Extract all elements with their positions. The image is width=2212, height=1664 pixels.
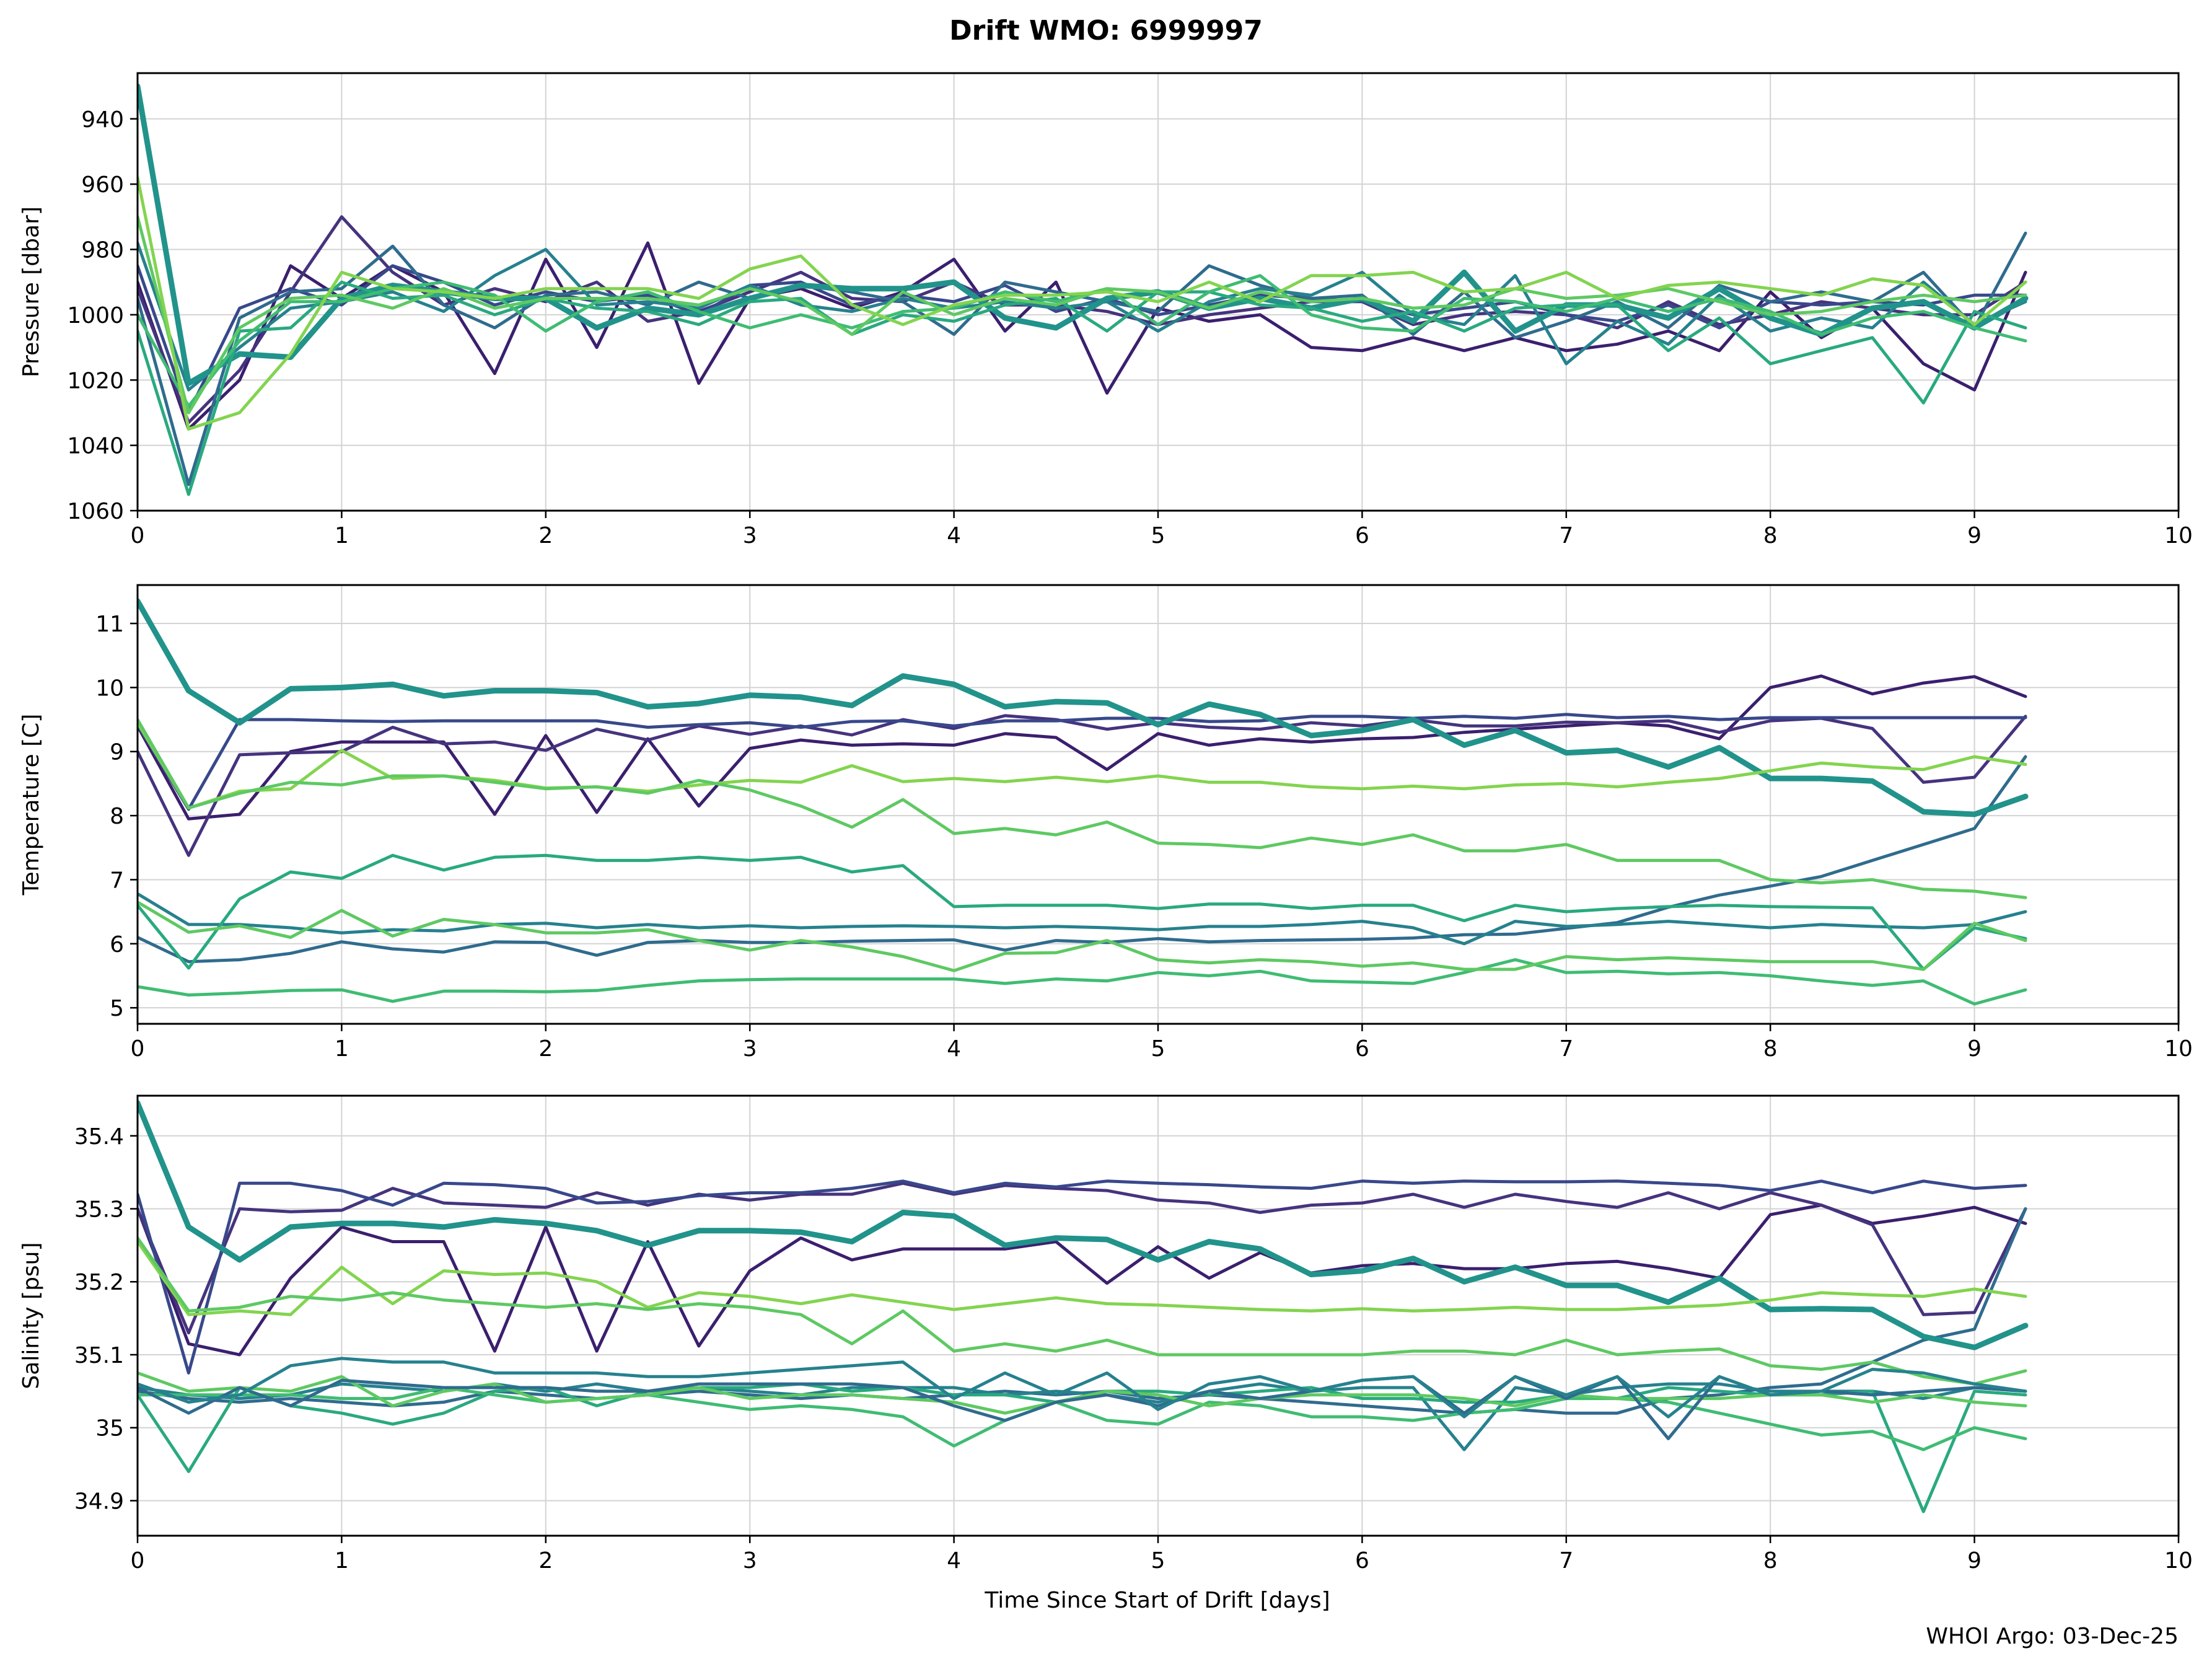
x-tick-label: 7 xyxy=(1559,1548,1573,1574)
grid xyxy=(137,1096,2179,1536)
panels: 0 1 2 3 4 5 6 7 8 9 109409609801000102010401060Pre… xyxy=(19,72,2193,1574)
series-line-5 xyxy=(138,598,2029,817)
x-tick-label: 9 xyxy=(1967,523,1982,548)
x-tick-label: 10 xyxy=(2164,523,2193,548)
series-group xyxy=(138,598,2029,1006)
series-group xyxy=(138,1100,2029,1513)
figure-title: Drift WMO: 6999997 xyxy=(949,15,1263,46)
series-line-3 xyxy=(138,755,2027,964)
series-group xyxy=(138,83,2029,496)
x-tick-label: 5 xyxy=(1151,1036,1165,1062)
x-tick-label: 1 xyxy=(335,523,349,548)
x-tick-label: 10 xyxy=(2164,1036,2193,1062)
y-tick-label: 1000 xyxy=(67,303,124,328)
x-tick-label: 5 xyxy=(1151,1548,1165,1574)
y-tick-label: 1040 xyxy=(67,434,124,459)
y-tick-label: 8 xyxy=(110,804,124,829)
y-tick-label: 35.4 xyxy=(74,1124,124,1150)
x-tick-label: 9 xyxy=(1967,1036,1982,1062)
y-tick-label: 940 xyxy=(81,107,124,133)
y-tick-label: 35.1 xyxy=(74,1343,124,1368)
x-tick-label: 7 xyxy=(1559,1036,1573,1062)
series-line-11 xyxy=(138,1375,2027,1440)
x-tick-label: 2 xyxy=(538,1036,553,1062)
x-tick-label: 2 xyxy=(538,1548,553,1574)
y-tick-label: 960 xyxy=(81,172,124,198)
series-line-12 xyxy=(138,1357,2027,1419)
x-tick-label: 8 xyxy=(1763,1036,1778,1062)
y-tick-label: 1020 xyxy=(67,368,124,394)
y-tick-label: 11 xyxy=(95,612,124,637)
y-tick-label: 35.2 xyxy=(74,1270,124,1295)
x-tick-label: 3 xyxy=(743,523,757,548)
x-tick-label: 8 xyxy=(1763,523,1778,548)
x-axis-label: Time Since Start of Drift [days] xyxy=(984,1588,1330,1613)
panel-pressure: 0 1 2 3 4 5 6 7 8 9 10 940 960 980 1000 1020 1040 1060 Pre… xyxy=(19,72,2193,548)
x-tick-label: 6 xyxy=(1355,1548,1369,1574)
series-line-10 xyxy=(138,718,2027,899)
y-axis-label: Pressure [dbar] xyxy=(19,206,44,377)
x-tick-label: 3 xyxy=(743,1548,757,1574)
series-line-9 xyxy=(138,1240,2027,1316)
series-line-4 xyxy=(138,241,2027,392)
x-tick-label: 9 xyxy=(1967,1548,1982,1574)
x-tick-label: 1 xyxy=(335,1548,349,1574)
x-tick-label: 10 xyxy=(2164,1548,2193,1574)
x-tick-label: 4 xyxy=(947,523,961,548)
y-tick-label: 9 xyxy=(110,740,124,765)
y-tick-label: 10 xyxy=(95,676,124,701)
y-tick-label: 6 xyxy=(110,932,124,957)
y-tick-label: 5 xyxy=(110,996,124,1021)
y-tick-label: 35 xyxy=(95,1416,124,1442)
series-line-1 xyxy=(138,714,2027,857)
series-line-5 xyxy=(138,1100,2029,1350)
series-line-0 xyxy=(138,674,2027,821)
x-tick-label: 8 xyxy=(1763,1548,1778,1574)
series-line-6 xyxy=(138,280,2027,496)
x-tick-label: 2 xyxy=(538,523,553,548)
x-tick-label: 1 xyxy=(335,1036,349,1062)
x-tick-label: 4 xyxy=(947,1036,961,1062)
x-tick-label: 0 xyxy=(131,1036,145,1062)
series-line-7 xyxy=(138,958,2027,1006)
y-tick-label: 1060 xyxy=(67,499,124,524)
series-line-8 xyxy=(138,1371,2027,1415)
series-line-10 xyxy=(138,1236,2027,1386)
series-line-1 xyxy=(138,215,2027,425)
series-line-9 xyxy=(138,176,2027,431)
panel-salinity: 0 1 2 3 4 5 6 7 8 9 10 34.9 35 35.1 35.2 35.3 35.4 Salini… xyxy=(19,1094,2193,1574)
y-tick-label: 7 xyxy=(110,868,124,893)
x-tick-label: 4 xyxy=(947,1548,961,1574)
x-tick-label: 0 xyxy=(131,1548,145,1574)
x-tick-label: 5 xyxy=(1151,523,1165,548)
series-line-6 xyxy=(138,853,2027,971)
series-line-2 xyxy=(138,713,2027,811)
y-axis-label: Temperature [C] xyxy=(19,714,44,896)
series-line-2 xyxy=(138,1179,2027,1375)
panel-temperature: 0 1 2 3 4 5 6 7 8 9 10 5 6 7 8 9 10 11 Temperature [C] xyxy=(19,584,2193,1062)
x-tick-label: 3 xyxy=(743,1036,757,1062)
x-tick-label: 7 xyxy=(1559,523,1573,548)
y-axis-label: Salinity [psu] xyxy=(19,1242,44,1389)
series-line-1 xyxy=(138,1181,2027,1335)
series-line-0 xyxy=(138,1204,2027,1357)
series-line-8 xyxy=(138,900,2027,972)
x-tick-label: 6 xyxy=(1355,523,1369,548)
y-tick-label: 35.3 xyxy=(74,1197,124,1223)
y-tick-label: 34.9 xyxy=(74,1489,124,1514)
y-tick-label: 980 xyxy=(81,238,124,263)
x-tick-label: 0 xyxy=(131,523,145,548)
x-tick-label: 6 xyxy=(1355,1036,1369,1062)
footer-credit: WHOI Argo: 03-Dec-25 xyxy=(1926,1624,2179,1649)
series-line-4 xyxy=(138,892,2027,946)
